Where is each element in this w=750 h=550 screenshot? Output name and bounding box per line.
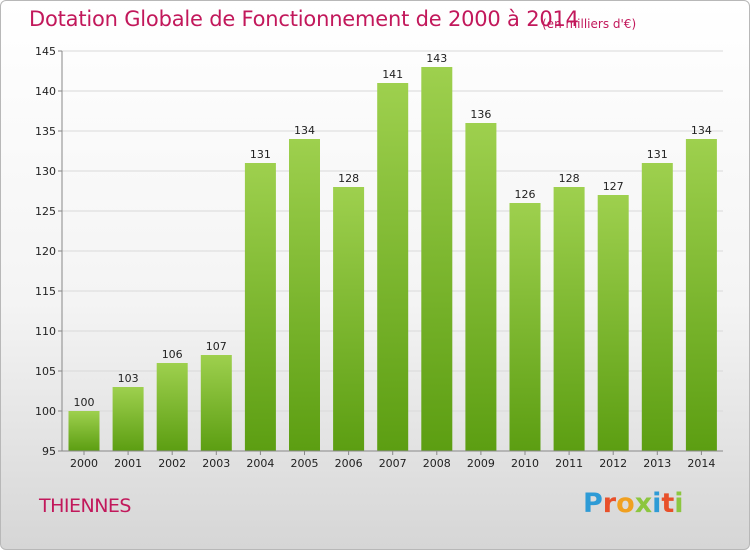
y-tick-label-130: 130: [35, 165, 56, 178]
logo-letter: t: [661, 488, 675, 519]
y-tick-label-115: 115: [35, 285, 56, 298]
y-tick-label-140: 140: [35, 85, 56, 98]
proxiti-logo: Proxiti: [583, 488, 684, 519]
value-label-2008: 143: [426, 52, 447, 65]
value-label-2013: 131: [647, 148, 668, 161]
y-tick-label-95: 95: [42, 445, 56, 458]
unit-note: (en milliers d'€): [542, 17, 637, 31]
y-axis: 95 100 105 110 115 120 125 130 135 140 145: [35, 45, 63, 458]
value-labels: 100 103 106 107 131 134 128 141 143 136 126 128 127 1…: [74, 52, 712, 409]
bar-2005: [289, 139, 320, 451]
value-label-2000: 100: [74, 396, 95, 409]
value-label-2012: 127: [603, 180, 624, 193]
bar-2014: [685, 139, 717, 451]
bar-2006: [333, 187, 365, 451]
bar-2003: [200, 355, 232, 451]
x-tick-label-2001: 2001: [114, 457, 142, 470]
value-label-2010: 126: [515, 188, 536, 201]
x-tick-label-2005: 2005: [291, 457, 319, 470]
x-tick-label-2003: 2003: [202, 457, 230, 470]
value-label-2004: 131: [250, 148, 271, 161]
y-tick-label-100: 100: [35, 405, 56, 418]
bar-2002: [156, 363, 188, 451]
x-tick-label-2012: 2012: [599, 457, 627, 470]
bar-2000: [68, 411, 100, 451]
bar-2004: [244, 163, 276, 451]
bar-2009: [465, 123, 497, 451]
logo-letter: x: [634, 488, 653, 519]
value-label-2003: 107: [206, 340, 227, 353]
x-tick-label-2010: 2010: [511, 457, 539, 470]
chart-title: Dotation Globale de Fonctionnement de 20…: [29, 7, 579, 31]
x-axis: 2000 2001 2002 2003 2004 2005 2006 2007 2008 2009…: [62, 450, 723, 470]
logo-letter: i: [652, 488, 662, 519]
y-tick-label-145: 145: [35, 45, 56, 58]
x-tick-label-2009: 2009: [467, 457, 495, 470]
bar-2012: [597, 195, 629, 451]
y-tick-label-110: 110: [35, 325, 56, 338]
x-tick-label-2002: 2002: [158, 457, 186, 470]
value-label-2006: 128: [338, 172, 359, 185]
x-tick-label-2008: 2008: [423, 457, 451, 470]
x-tick-label-2011: 2011: [555, 457, 583, 470]
x-tick-label-2013: 2013: [643, 457, 671, 470]
value-label-2005: 134: [294, 124, 315, 137]
bar-2007: [377, 83, 409, 451]
bar-2008: [421, 67, 453, 451]
y-tick-label-120: 120: [35, 245, 56, 258]
value-label-2009: 136: [470, 108, 491, 121]
bars: [68, 67, 717, 451]
value-label-2014: 134: [691, 124, 712, 137]
value-label-2011: 128: [559, 172, 580, 185]
x-tick-label-2007: 2007: [379, 457, 407, 470]
value-label-2002: 106: [162, 348, 183, 361]
logo-letter: i: [674, 488, 684, 519]
logo-letter: r: [602, 488, 617, 519]
value-label-2001: 103: [118, 372, 139, 385]
y-tick-label-105: 105: [35, 365, 56, 378]
logo-letter: P: [583, 488, 603, 519]
x-tick-label-2006: 2006: [335, 457, 363, 470]
y-tick-label-135: 135: [35, 125, 56, 138]
commune-name: THIENNES: [39, 495, 132, 517]
x-tick-label-2004: 2004: [246, 457, 274, 470]
bar-2010: [509, 203, 541, 451]
bar-2011: [553, 187, 585, 451]
logo-letter: o: [616, 488, 635, 519]
y-tick-label-125: 125: [35, 205, 56, 218]
x-tick-label-2000: 2000: [70, 457, 98, 470]
bar-2001: [112, 387, 144, 451]
value-label-2007: 141: [382, 68, 403, 81]
x-tick-label-2014: 2014: [687, 457, 715, 470]
bar-2013: [641, 163, 673, 451]
